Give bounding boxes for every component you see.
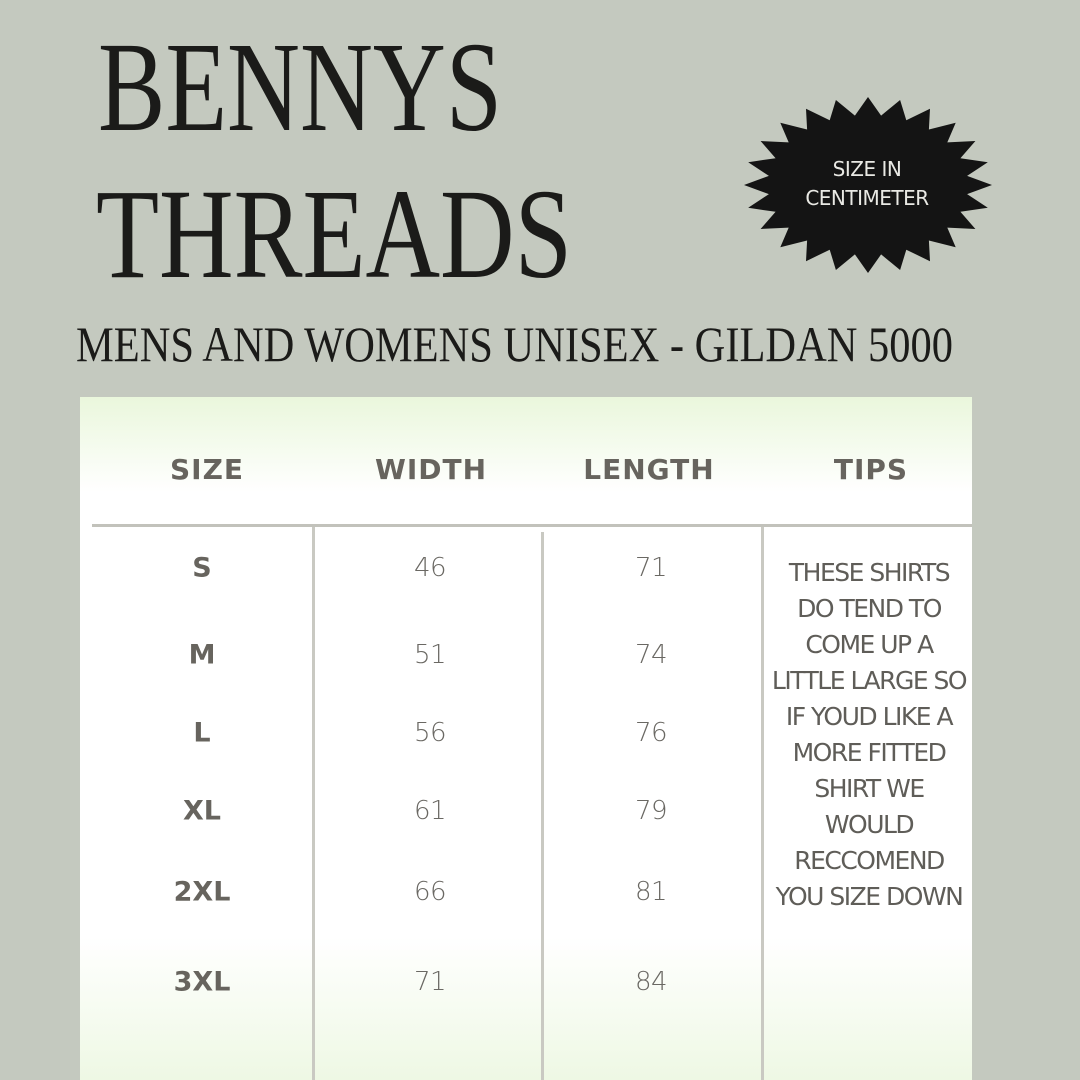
badge-text: SIZE IN CENTIMETER (740, 155, 994, 213)
cell-width: 51 (413, 640, 447, 670)
tips-line: DO TEND TO (797, 594, 942, 623)
cell-length: 84 (634, 967, 668, 997)
cell-size: M (188, 639, 216, 671)
starburst-shape (744, 97, 992, 273)
column-divider (541, 532, 544, 1080)
brand-line-2: THREADS (96, 163, 572, 305)
tips-line: WOULD (824, 810, 915, 839)
starburst-badge (744, 97, 992, 273)
tips-line: COME UP A (805, 630, 934, 659)
tips-line: THESE SHIRTS (788, 558, 951, 587)
cell-length: 74 (634, 640, 668, 670)
column-divider (761, 527, 764, 1080)
cell-width: 56 (413, 718, 447, 748)
subtitle: MENS AND WOMENS UNISEX - GILDAN 5000 (76, 316, 953, 372)
cell-length: 79 (634, 796, 668, 826)
size-table: SIZE WIDTH LENGTH TIPS S 46 71 M 51 74 L 56 76 XL… (80, 397, 972, 1080)
cell-size: S (192, 552, 212, 584)
title-block: BENNYS THREADS MENS AND WOMENS UNISEX - … (76, 16, 953, 372)
cell-length: 71 (634, 553, 668, 583)
tips-line: IF YOUD LIKE A (785, 702, 954, 731)
tips-line: LITTLE LARGE SO (771, 666, 968, 695)
brand-line-1: BENNYS (98, 16, 502, 158)
tips-line: YOU SIZE DOWN (775, 882, 964, 911)
header-width: WIDTH (374, 453, 488, 486)
cell-length: 76 (634, 718, 668, 748)
cell-size: 2XL (173, 876, 231, 908)
cell-width: 71 (413, 967, 447, 997)
cell-size: XL (182, 795, 222, 827)
header-divider (92, 524, 972, 527)
header-length: LENGTH (583, 453, 715, 486)
header-size: SIZE (169, 453, 245, 486)
column-divider (312, 527, 315, 1080)
cell-length: 81 (634, 877, 668, 907)
cell-width: 61 (413, 796, 447, 826)
tips-line: SHIRT WE (814, 774, 925, 803)
header-tips: TIPS (833, 453, 909, 486)
badge-line-2: CENTIMETER (805, 186, 929, 210)
cell-width: 66 (413, 877, 447, 907)
tips-line: RECCOMEND (794, 846, 945, 875)
tips-text: THESE SHIRTS DO TEND TO COME UP A LITTLE LA… (762, 555, 976, 915)
cell-width: 46 (413, 553, 447, 583)
cell-size: 3XL (173, 966, 231, 998)
tips-line: MORE FITTED (792, 738, 947, 767)
badge-line-1: SIZE IN (832, 157, 902, 181)
cell-size: L (193, 717, 211, 749)
